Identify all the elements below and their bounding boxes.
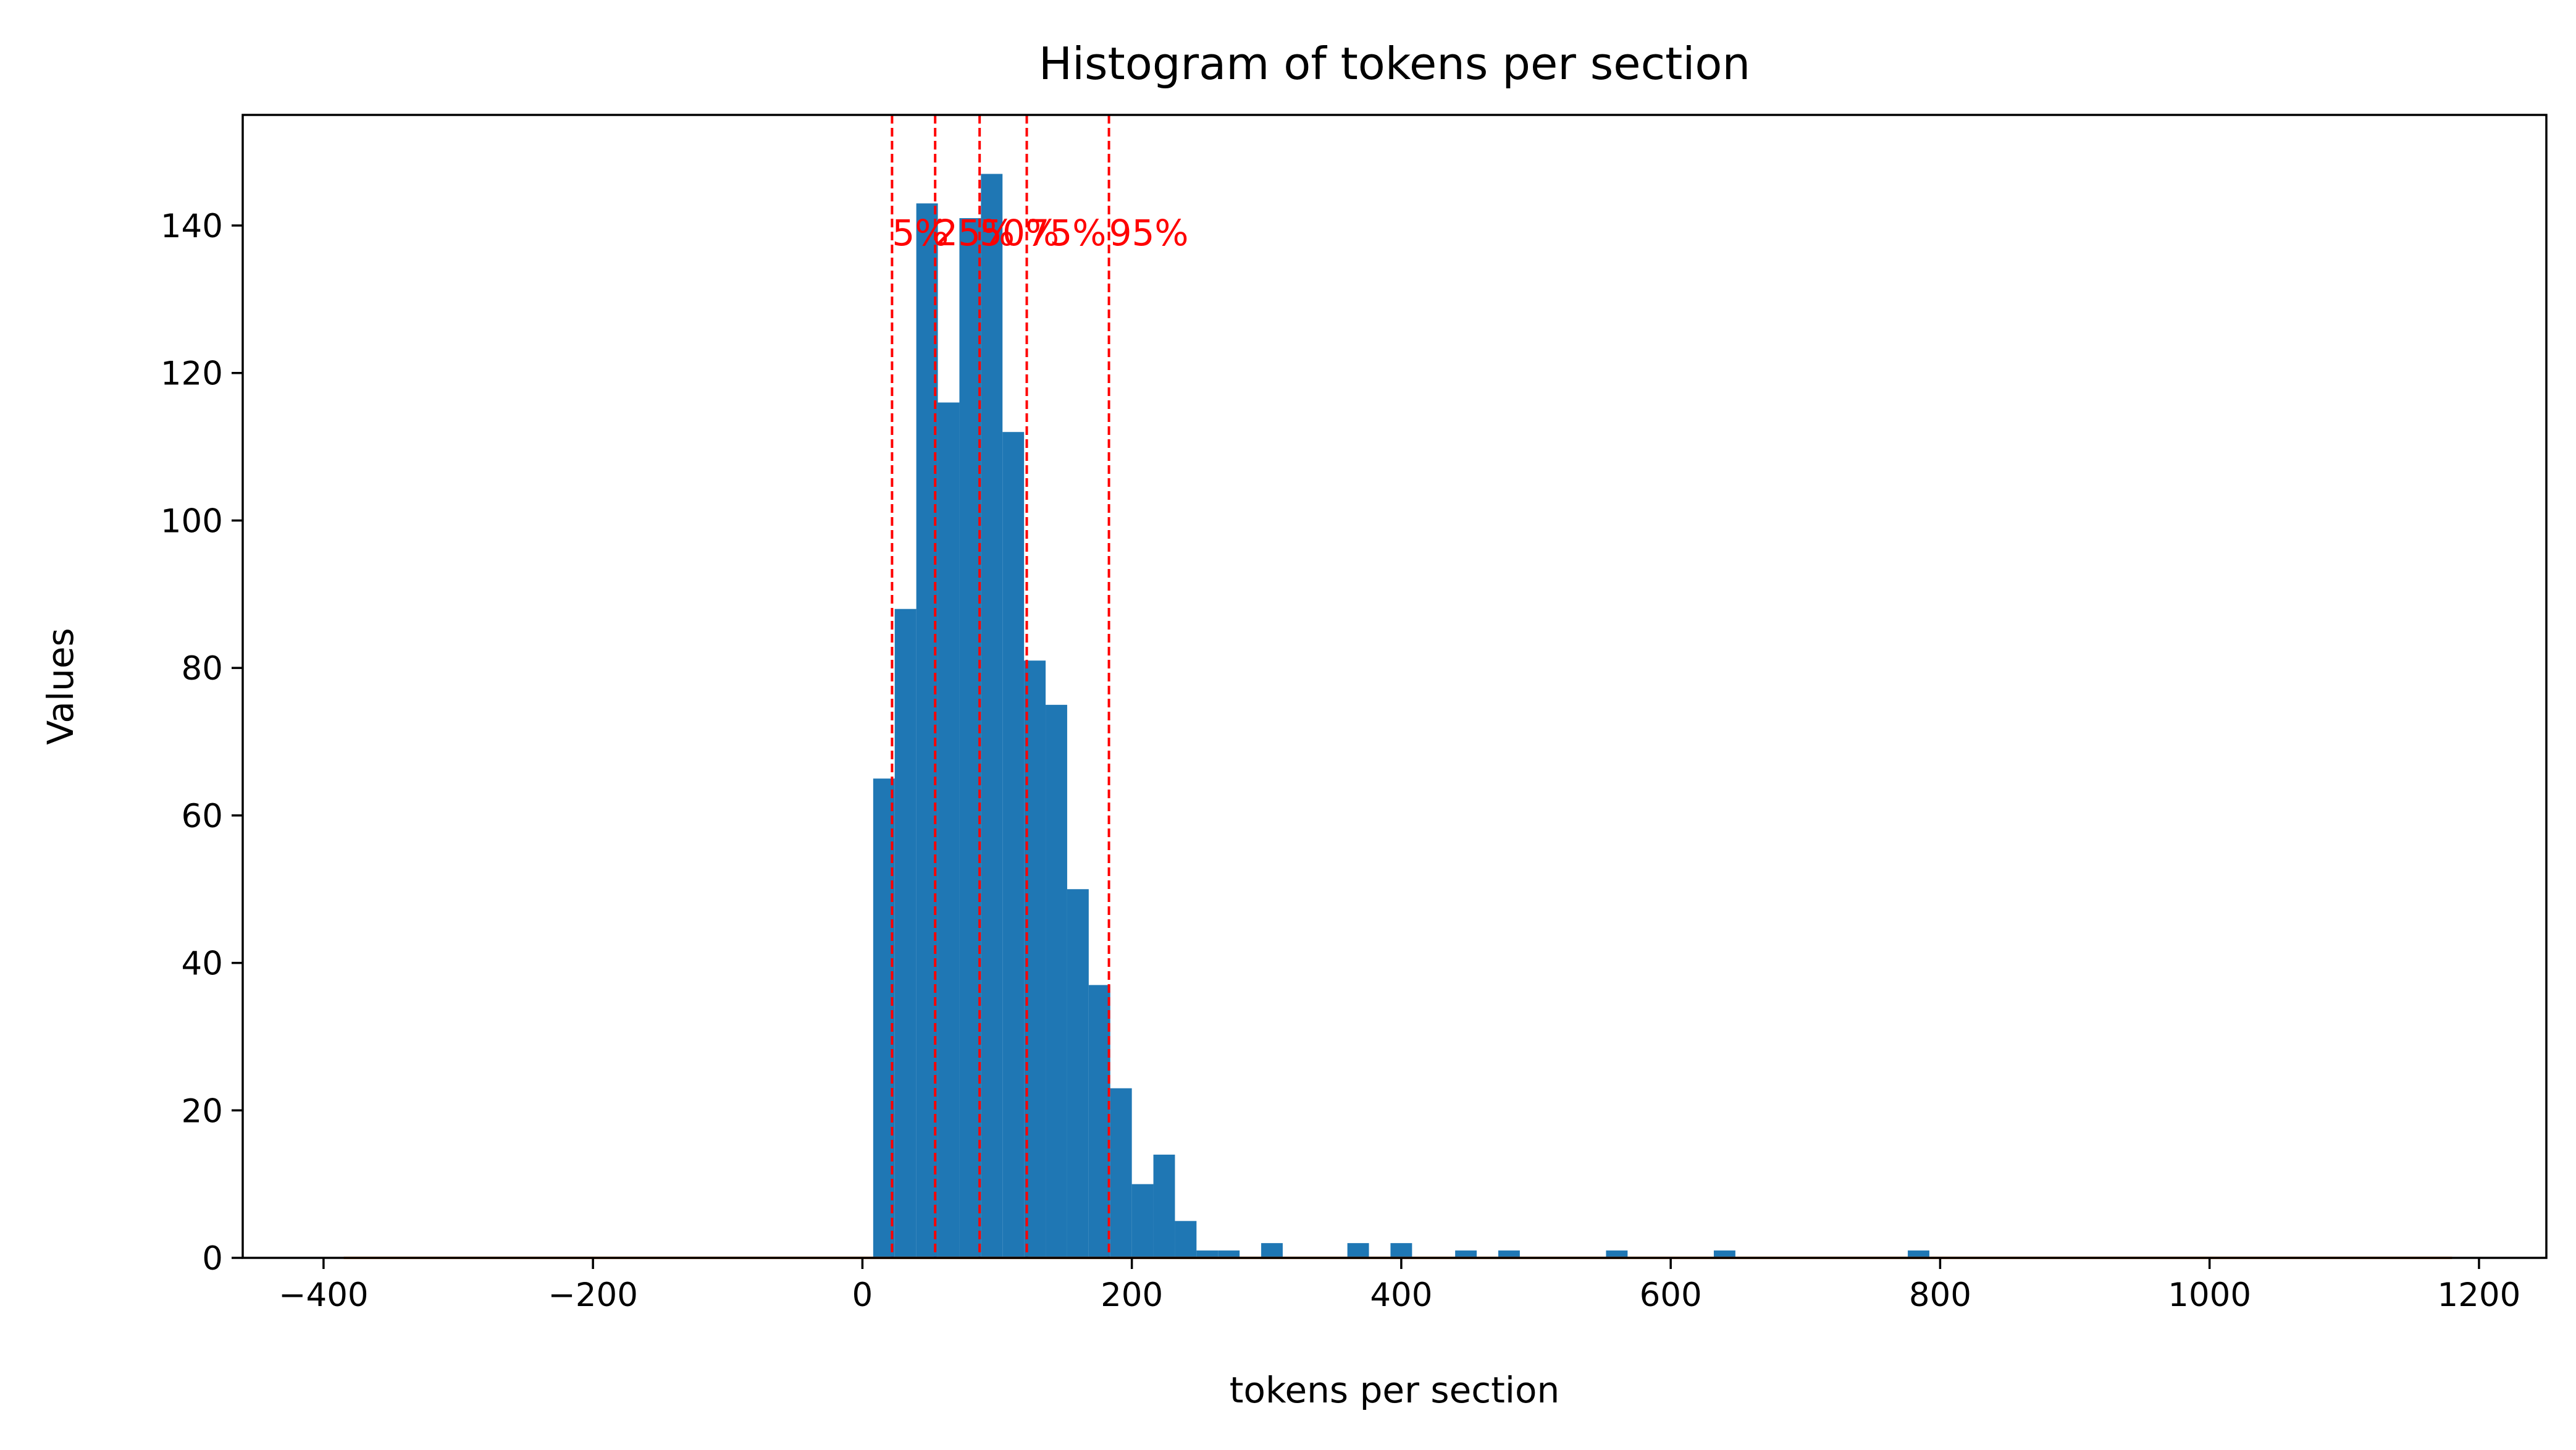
x-tick-label: 0 xyxy=(852,1276,873,1314)
y-tick-label: 60 xyxy=(182,798,223,835)
y-tick-label: 40 xyxy=(182,945,223,983)
histogram-bar xyxy=(1713,1250,1735,1258)
histogram-bar xyxy=(981,174,1003,1258)
histogram-bar xyxy=(1110,1088,1132,1258)
y-tick-label: 0 xyxy=(202,1240,223,1278)
percentile-label: 25% xyxy=(935,212,1015,254)
percentile-markers: 5%25%50%75% 95% xyxy=(891,115,1189,1258)
y-tick-label: 140 xyxy=(161,208,223,245)
histogram-bar xyxy=(1218,1250,1240,1258)
percentile-label: 75% xyxy=(1027,212,1107,254)
histogram-bar xyxy=(1908,1250,1929,1258)
y-tick-label: 120 xyxy=(161,355,223,393)
x-axis-label: tokens per section xyxy=(1230,1369,1560,1411)
histogram-bar xyxy=(1067,889,1089,1258)
x-tick-label: −200 xyxy=(548,1276,638,1314)
x-tick-label: 200 xyxy=(1101,1276,1163,1314)
x-tick-label: −400 xyxy=(279,1276,369,1314)
histogram-bar xyxy=(1153,1154,1175,1258)
histogram-bar xyxy=(1088,985,1110,1258)
x-tick-label: 800 xyxy=(1909,1276,1971,1314)
x-tick-label: 1200 xyxy=(2437,1276,2520,1314)
histogram-bar xyxy=(1261,1243,1283,1258)
x-tick-label: 400 xyxy=(1370,1276,1432,1314)
x-tick-label: 600 xyxy=(1640,1276,1702,1314)
x-axis-ticks: −400 −200 0 200 400 600 800 1000 1200 xyxy=(279,1258,2520,1314)
y-axis-label: Values xyxy=(40,628,82,745)
histogram-bar xyxy=(1002,432,1025,1258)
y-tick-label: 100 xyxy=(161,502,223,540)
x-tick-label: 1000 xyxy=(2168,1276,2251,1314)
histogram-bar xyxy=(1046,704,1067,1258)
percentile-label: 5% xyxy=(892,212,949,254)
histogram-bar xyxy=(894,609,917,1258)
y-tick-label: 20 xyxy=(182,1092,223,1130)
histogram-bar xyxy=(1390,1243,1412,1258)
histogram-bar xyxy=(1606,1250,1628,1258)
histogram-bar xyxy=(1455,1250,1477,1258)
plot-frame xyxy=(241,114,2548,1259)
plot-area xyxy=(243,115,2546,1258)
percentile-label: 95% xyxy=(1109,212,1189,254)
percentile-label: 50% xyxy=(980,212,1059,254)
histogram-bar xyxy=(1196,1250,1219,1258)
chart-title: Histogram of tokens per section xyxy=(1039,38,1750,90)
histogram-bar xyxy=(1131,1184,1154,1258)
histogram-bar xyxy=(1347,1243,1369,1258)
y-axis-ticks: 0 20 40 60 80 100 120 140 xyxy=(161,208,243,1278)
histogram-bar xyxy=(959,218,981,1258)
histogram-bar xyxy=(1175,1221,1197,1258)
histogram-bar xyxy=(938,402,960,1258)
y-tick-label: 80 xyxy=(182,650,223,688)
histogram-bar xyxy=(1498,1250,1520,1258)
